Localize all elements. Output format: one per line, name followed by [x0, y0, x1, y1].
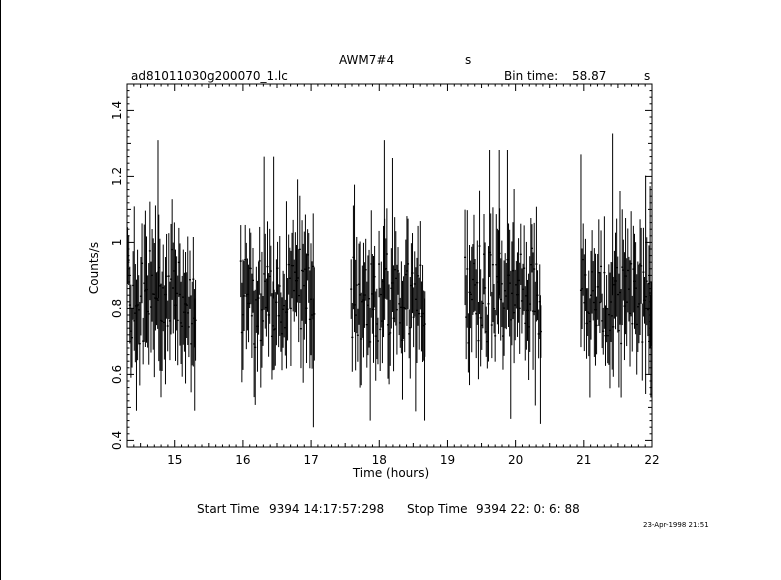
plot-title-unit: s [465, 53, 472, 67]
y-tick-label: 1 [110, 239, 124, 247]
x-tick-label: 22 [644, 453, 659, 467]
x-tick-label: 16 [235, 453, 250, 467]
y-tick-label: 0.4 [110, 431, 124, 450]
axis-ticks: 15 16 17 18 19 20 21 22 0.4 0.6 0.8 1 1.2 1.4 [110, 83, 660, 467]
x-tick-label: 17 [303, 453, 318, 467]
y-axis-label: Counts/s [87, 242, 101, 294]
plot-frame [126, 83, 653, 448]
data-segment [579, 133, 653, 398]
x-axis-label: Time (hours) [352, 466, 429, 480]
y-tick-label: 1.2 [110, 167, 124, 186]
x-tick-label: 15 [167, 453, 182, 467]
stop-time-label: Stop Time [407, 502, 468, 516]
start-time-label: Start Time [197, 502, 260, 516]
data-segment [239, 156, 316, 428]
plot-timestamp: 23-Apr-1998 21:51 [643, 521, 709, 529]
bin-time-value: 58.87 [572, 69, 607, 83]
start-time-value: 9394 14:17:57:298 [269, 502, 385, 516]
x-tick-label: 20 [508, 453, 523, 467]
bin-time-label: Bin time: [504, 69, 559, 83]
y-tick-label: 1.4 [110, 101, 124, 120]
plot-title: AWM7#4 [339, 53, 395, 67]
window-left-edge [0, 0, 1, 580]
data-points [126, 133, 653, 428]
bin-time-unit: s [644, 69, 651, 83]
x-tick-label: 19 [440, 453, 455, 467]
data-segment [126, 140, 197, 411]
data-segment [464, 150, 542, 424]
x-tick-label: 21 [576, 453, 591, 467]
x-tick-label: 18 [372, 453, 387, 467]
file-name: ad81011030g200070_1.lc [131, 69, 288, 83]
data-segment [350, 140, 426, 421]
y-tick-label: 0.8 [110, 299, 124, 318]
stop-time-value: 9394 22: 0: 6: 88 [476, 502, 580, 516]
y-tick-label: 0.6 [110, 365, 124, 384]
